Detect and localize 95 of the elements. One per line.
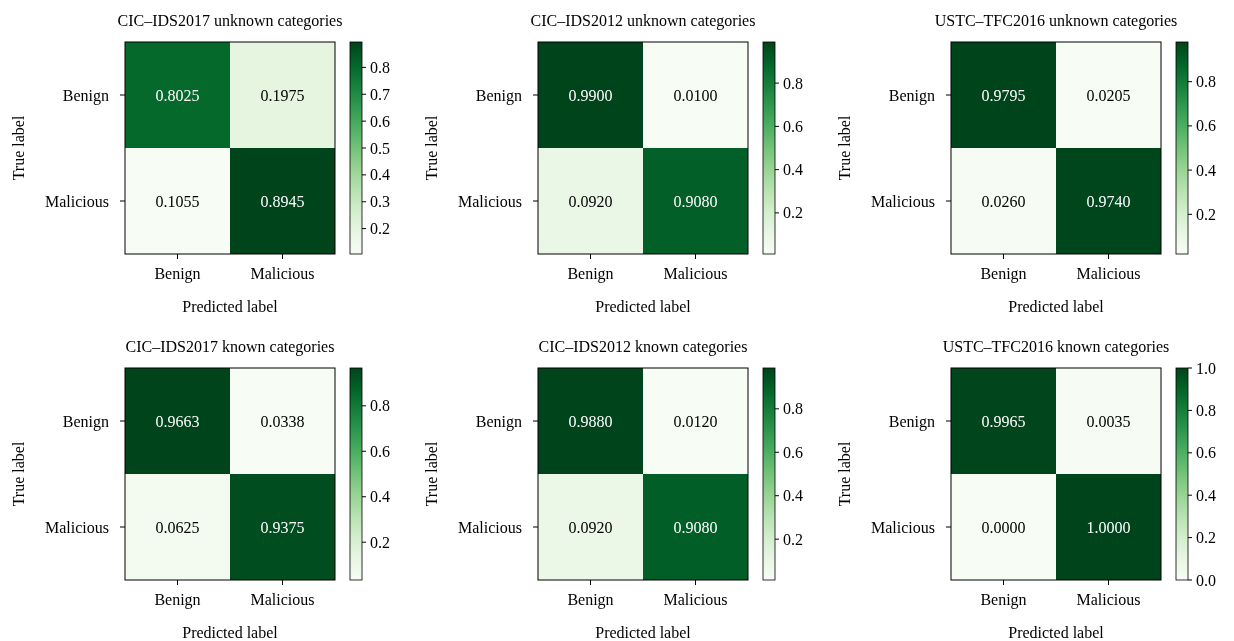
x-tick-label: Benign: [567, 265, 614, 283]
y-tick-label: Benign: [888, 412, 935, 431]
color-bar-label: 0.4: [370, 166, 390, 184]
x-axis-title: Predicted label: [182, 298, 279, 315]
color-bar-label: 0.0: [1196, 571, 1216, 589]
x-tick-label: Malicious: [1076, 265, 1141, 282]
color-bar-label: 0.2: [783, 204, 803, 222]
data-label: 0.0920: [568, 192, 613, 210]
y-axis-title: True label: [423, 441, 440, 507]
color-bar-label: 0.6: [1196, 444, 1216, 462]
chart-title: CIC–IDS2017 unknown categories: [117, 12, 343, 30]
color-bar-label: 0.8: [370, 397, 390, 415]
y-tick-label: Benign: [888, 86, 935, 105]
color-bar-label: 0.2: [1196, 529, 1216, 547]
color-bar-label: 0.4: [370, 488, 390, 506]
color-bar-label: 0.7: [370, 85, 390, 103]
x-tick-label: Benign: [567, 591, 614, 609]
data-label: 0.8945: [260, 192, 305, 210]
y-tick-label: Malicious: [871, 192, 935, 210]
data-label: 0.0920: [568, 518, 613, 536]
data-label: 0.9080: [673, 192, 718, 210]
y-tick-label: Malicious: [458, 518, 522, 536]
color-bar-label: 0.8: [370, 58, 390, 76]
data-label: 0.9080: [673, 518, 718, 536]
x-axis-title: Predicted label: [595, 298, 692, 315]
data-label: 0.0035: [1086, 412, 1131, 430]
data-label: 0.0120: [673, 412, 718, 430]
color-bar-label: 0.5: [370, 139, 390, 157]
y-tick-label: Benign: [475, 86, 522, 105]
data-label: 0.9965: [981, 412, 1026, 430]
y-axis-title: True label: [423, 115, 440, 181]
data-label: 0.1055: [155, 192, 200, 210]
x-tick-label: Malicious: [1076, 591, 1141, 608]
data-label: 0.0625: [155, 518, 200, 536]
data-label: 0.9663: [155, 412, 200, 430]
y-tick-label: Malicious: [45, 192, 109, 210]
y-axis-title: True label: [836, 441, 853, 507]
data-label: 0.0100: [673, 86, 718, 104]
x-axis-title: Predicted label: [1008, 298, 1105, 315]
data-label: 1.0000: [1086, 518, 1131, 536]
x-axis-title: Predicted label: [595, 624, 692, 641]
data-label: 0.1975: [260, 86, 305, 104]
x-tick-label: Benign: [154, 591, 201, 609]
x-tick-label: Malicious: [250, 265, 315, 282]
color-bar-label: 0.2: [783, 530, 803, 548]
data-label: 0.0000: [981, 518, 1026, 536]
data-label: 0.9880: [568, 412, 613, 430]
color-bar-label: 1.0: [1196, 359, 1216, 377]
data-label: 0.9375: [260, 518, 305, 536]
color-bar-label: 0.4: [783, 161, 803, 179]
x-axis-title: Predicted label: [182, 624, 279, 641]
color-bar-label: 0.6: [783, 117, 803, 135]
color-bar-label: 0.4: [1196, 161, 1216, 179]
chart-title: CIC–IDS2012 unknown categories: [530, 12, 756, 30]
color-bar-label: 0.2: [370, 220, 390, 238]
data-label: 0.9795: [981, 86, 1026, 104]
color-bar-label: 0.3: [370, 193, 390, 211]
chart-title: CIC–IDS2012 known categories: [538, 338, 748, 356]
y-tick-label: Malicious: [45, 518, 109, 536]
color-bar-label: 0.2: [370, 533, 390, 551]
x-tick-label: Benign: [980, 591, 1027, 609]
x-tick-label: Benign: [980, 265, 1027, 283]
color-bar-label: 0.6: [783, 443, 803, 461]
chart-title: USTC–TFC2016 known categories: [942, 338, 1170, 356]
y-tick-label: Malicious: [458, 192, 522, 210]
color-bar-label: 0.6: [1196, 117, 1216, 135]
data-label: 0.9740: [1086, 192, 1131, 210]
chart-title: USTC–TFC2016 unknown categories: [934, 12, 1178, 30]
x-axis-title: Predicted label: [1008, 624, 1105, 641]
x-tick-label: Malicious: [663, 591, 728, 608]
color-bar-label: 0.8: [1196, 402, 1216, 419]
y-tick-label: Benign: [62, 412, 109, 431]
x-tick-label: Benign: [154, 265, 201, 283]
color-bar-label: 0.8: [783, 74, 803, 92]
data-label: 0.9900: [568, 86, 613, 104]
color-bar-label: 0.4: [1196, 486, 1216, 504]
data-label: 0.0338: [260, 412, 305, 430]
data-label: 0.0205: [1086, 86, 1131, 104]
data-label: 0.0260: [981, 192, 1026, 210]
color-bar-label: 0.6: [370, 112, 390, 130]
chart-title: CIC–IDS2017 known categories: [125, 338, 335, 356]
y-tick-label: Malicious: [871, 518, 935, 536]
data-label: 0.8025: [155, 86, 200, 104]
x-tick-label: Malicious: [250, 591, 315, 608]
y-axis-title: True label: [10, 441, 27, 507]
color-bar-label: 0.8: [783, 400, 803, 418]
color-bar-label: 0.8: [1196, 73, 1216, 91]
x-tick-label: Malicious: [663, 265, 728, 282]
color-bar-label: 0.6: [370, 442, 390, 460]
y-tick-label: Benign: [475, 412, 522, 431]
color-bar-label: 0.2: [1196, 205, 1216, 223]
color-bar-label: 0.4: [783, 487, 803, 505]
y-axis-title: True label: [10, 115, 27, 181]
y-tick-label: Benign: [62, 86, 109, 105]
y-axis-title: True label: [836, 115, 853, 181]
